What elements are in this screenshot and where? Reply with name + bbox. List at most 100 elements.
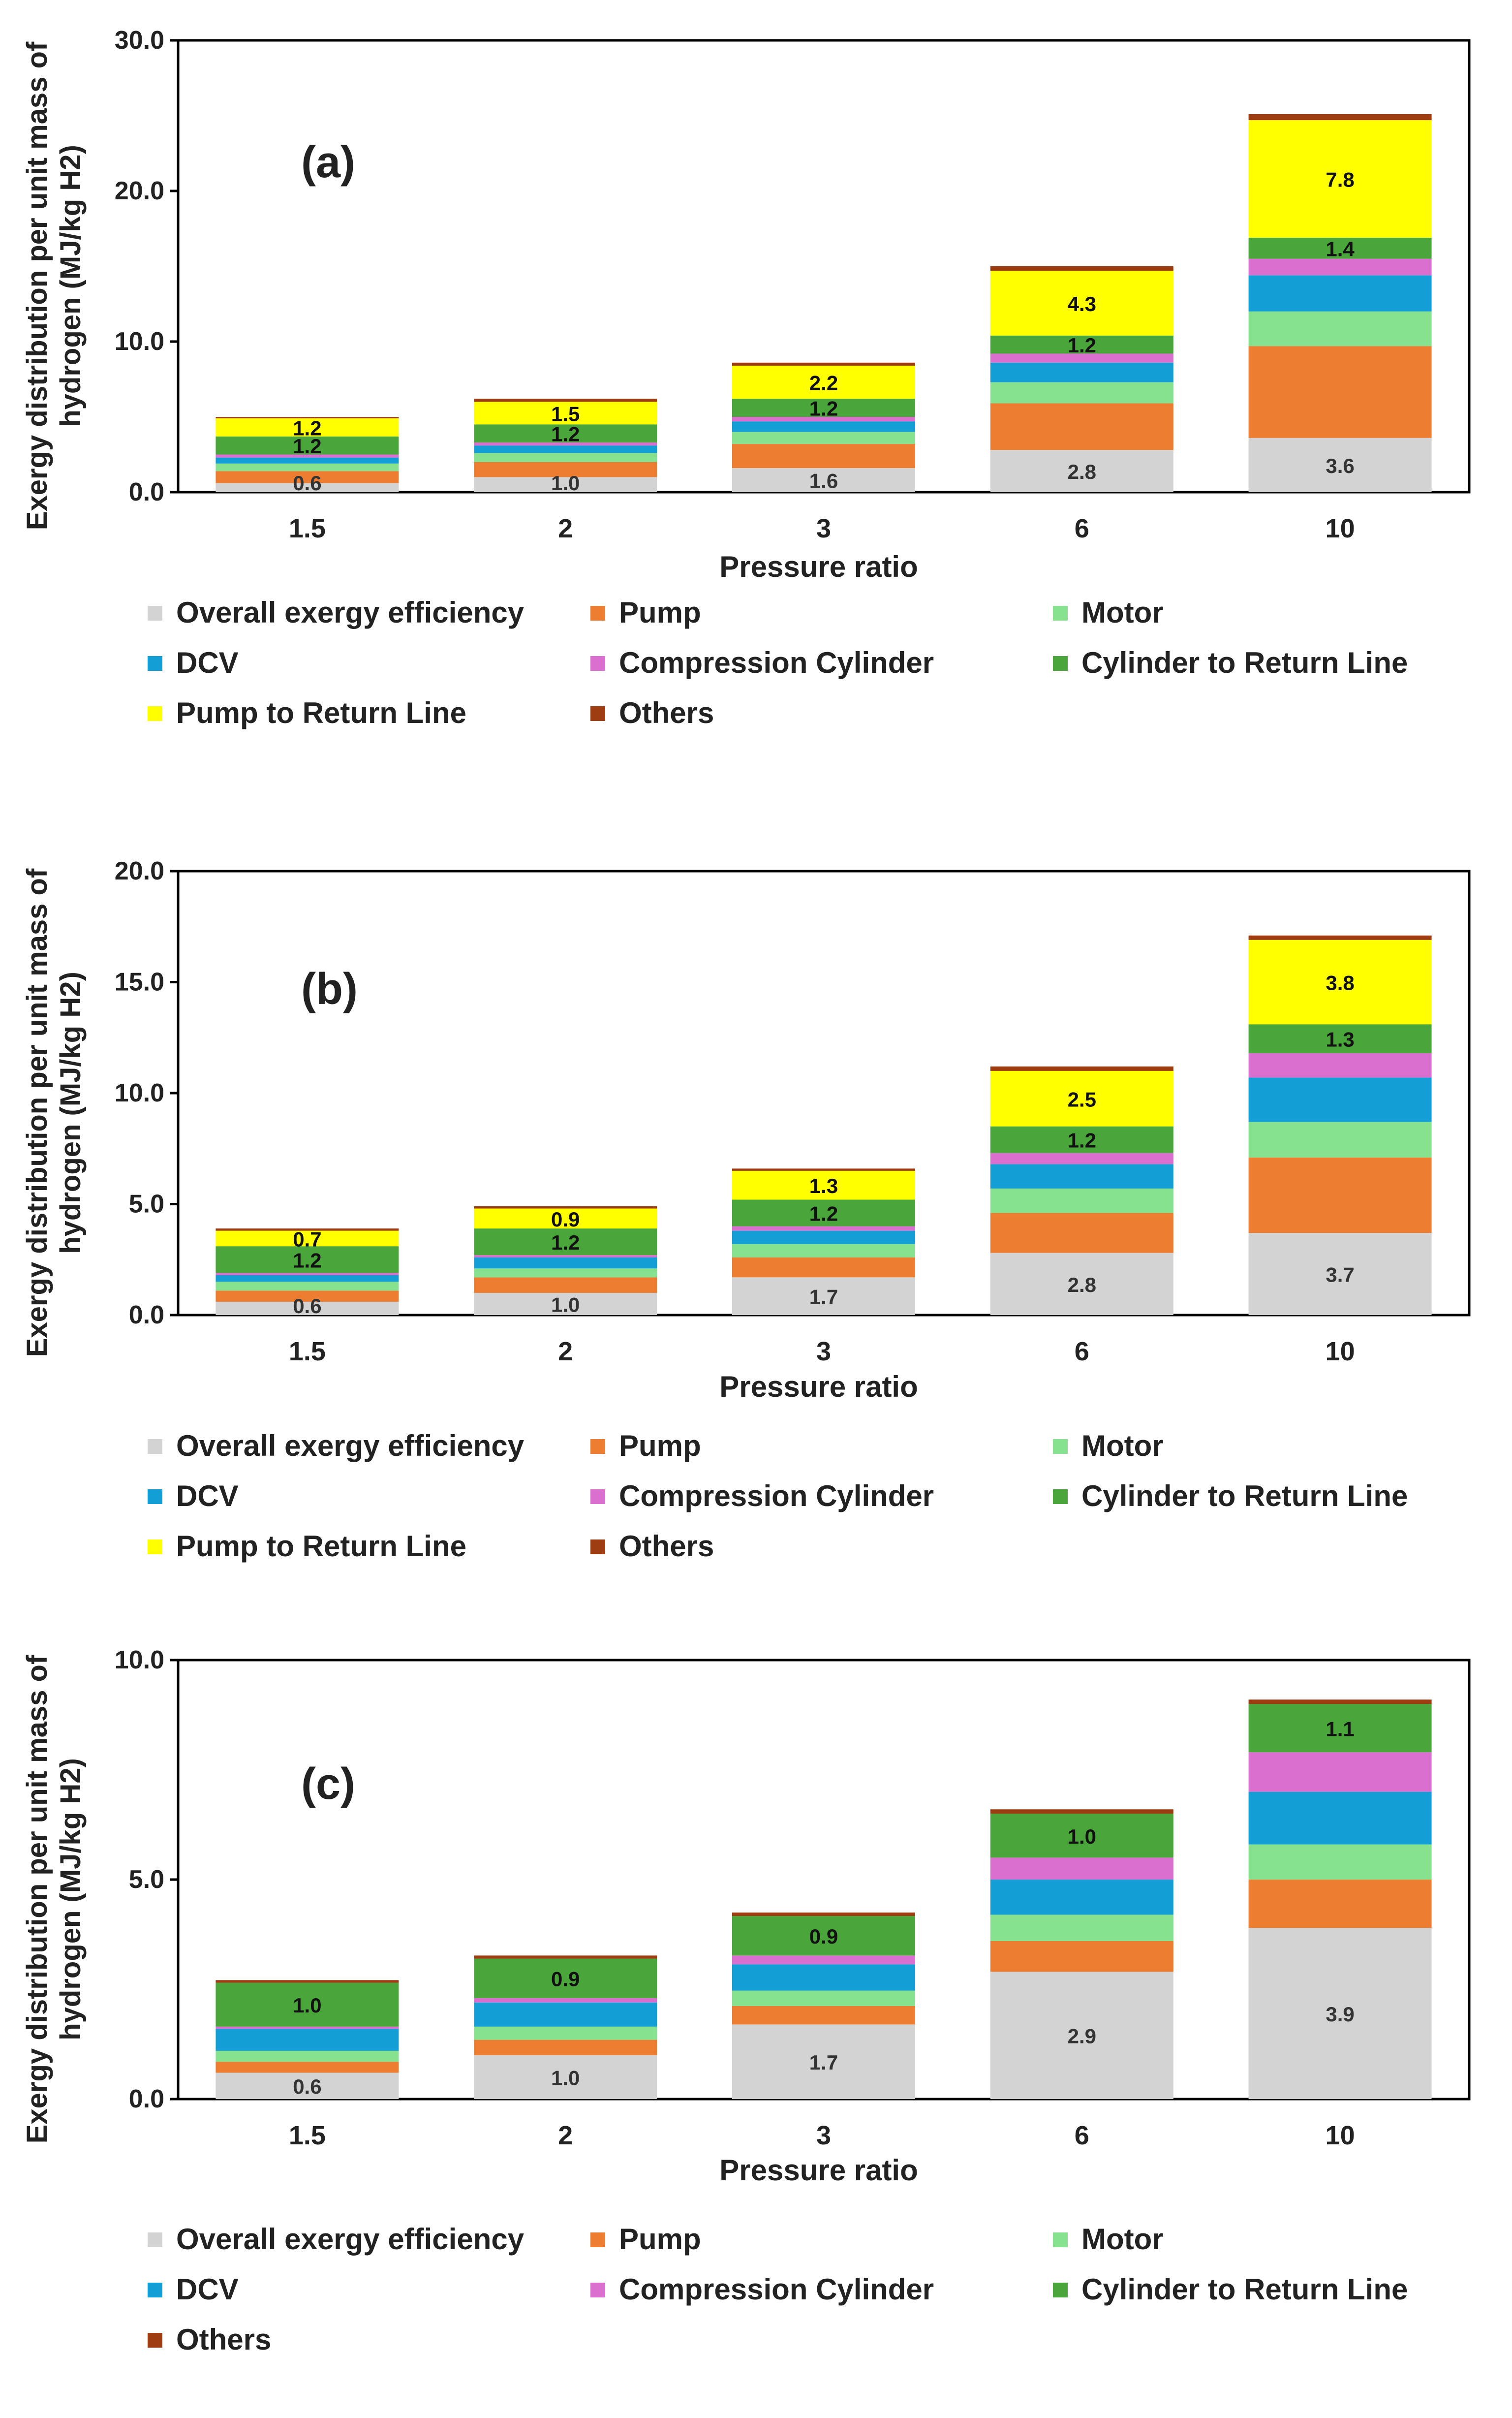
- data-label: 1.0: [293, 1994, 321, 2017]
- bar-compression-cylinder-6: [990, 1857, 1173, 1880]
- bar-overall-exergy-efficiency-10: [1248, 1928, 1432, 2099]
- bar-pump-1-5: [216, 2062, 399, 2073]
- legend-label: Motor: [1081, 1429, 1164, 1462]
- y-tick-label: 0.0: [129, 1301, 164, 1329]
- x-tick-label: 3: [816, 514, 831, 543]
- bar-overall-exergy-efficiency-2: [474, 1292, 657, 1315]
- bar-motor-1-5: [216, 2050, 399, 2062]
- legend-swatch: [1053, 656, 1068, 671]
- x-tick-label: 3: [816, 2121, 831, 2150]
- x-tick-label: 1.5: [289, 2121, 326, 2150]
- bar-pump-to-return-line-1-5: [216, 1230, 399, 1247]
- legend-swatch: [148, 1439, 162, 1454]
- bar-cylinder-to-return-line-10: [1248, 1704, 1432, 1753]
- bar-pump-to-return-line-3: [732, 365, 915, 399]
- bar-cylinder-to-return-line-3: [732, 399, 915, 417]
- x-tick-label: 10: [1326, 2121, 1355, 2150]
- legend-item-dcv: DCV: [148, 2273, 239, 2306]
- data-label: 0.6: [293, 1294, 321, 1318]
- data-label: 1.2: [293, 416, 321, 440]
- legend-item-motor: Motor: [1053, 2223, 1164, 2256]
- legend-label: Motor: [1081, 596, 1164, 629]
- legend-label: Cylinder to Return Line: [1081, 646, 1408, 679]
- x-tick-label: 3: [816, 1337, 831, 1366]
- y-tick-label: 0.0: [129, 478, 164, 506]
- bar-compression-cylinder-10: [1248, 258, 1432, 276]
- bar-pump-2: [474, 2040, 657, 2055]
- legend-item-others: Others: [148, 2323, 271, 2356]
- data-label: 1.0: [551, 1293, 580, 1316]
- legend-label: Pump: [619, 596, 701, 629]
- bar-cylinder-to-return-line-6: [990, 1126, 1173, 1153]
- panel-label: (c): [301, 1759, 355, 1809]
- bar-compression-cylinder-6: [990, 353, 1173, 363]
- bar-motor-10: [1248, 1122, 1432, 1158]
- legend-swatch: [148, 2283, 162, 2297]
- y-axis-label-line: hydrogen (MJ/kg H2): [55, 145, 87, 427]
- legend-label: Others: [619, 696, 714, 729]
- legend-swatch: [148, 656, 162, 671]
- legend-item-pump-to-return-line: Pump to Return Line: [148, 1530, 466, 1563]
- data-label: 1.0: [1068, 1825, 1096, 1848]
- data-label: 0.9: [809, 1925, 838, 1948]
- data-label: 1.3: [809, 1174, 838, 1197]
- bar-others-6: [990, 266, 1173, 271]
- bar-pump-to-return-line-3: [732, 1170, 915, 1200]
- data-label: 4.3: [1068, 292, 1096, 315]
- bar-overall-exergy-efficiency-6: [990, 450, 1173, 492]
- legend-swatch: [148, 706, 162, 721]
- bar-pump-6: [990, 403, 1173, 450]
- bar-pump-6: [990, 1213, 1173, 1253]
- bar-pump-1-5: [216, 471, 399, 483]
- legend-item-pump: Pump: [590, 1429, 701, 1462]
- x-axis-label: Pressure ratio: [719, 550, 918, 583]
- legend-item-cylinder-to-return-line: Cylinder to Return Line: [1053, 2273, 1408, 2306]
- bar-motor-10: [1248, 1844, 1432, 1880]
- bar-others-1-5: [216, 1980, 399, 1983]
- data-label: 1.2: [551, 423, 580, 446]
- legend-swatch: [590, 706, 605, 721]
- x-tick-label: 1.5: [289, 1337, 326, 1366]
- bar-cylinder-to-return-line-2: [474, 1228, 657, 1256]
- bar-others-10: [1248, 1699, 1432, 1704]
- y-tick-label: 20.0: [115, 857, 164, 885]
- x-tick-label: 2: [558, 514, 573, 543]
- y-tick-label: 10.0: [115, 327, 164, 356]
- bar-overall-exergy-efficiency-1-5: [216, 1301, 399, 1315]
- legend-label: DCV: [176, 1479, 239, 1512]
- bar-compression-cylinder-3: [732, 417, 915, 422]
- bar-dcv-2: [474, 2002, 657, 2027]
- bar-pump-to-return-line-1-5: [216, 418, 399, 437]
- data-label: 0.9: [551, 1968, 580, 1991]
- x-tick-label: 10: [1326, 514, 1355, 543]
- legend-item-compression-cylinder: Compression Cylinder: [590, 646, 934, 679]
- data-label: 1.2: [551, 1231, 580, 1254]
- bar-motor-3: [732, 1990, 915, 2006]
- legend-label: Pump to Return Line: [176, 1530, 466, 1563]
- legend-swatch: [1053, 1489, 1068, 1504]
- legend-swatch: [1053, 2232, 1068, 2247]
- bar-others-10: [1248, 114, 1432, 121]
- bar-motor-2: [474, 453, 657, 462]
- data-label: 3.9: [1326, 2003, 1354, 2026]
- legend-swatch: [1053, 1439, 1068, 1454]
- bar-others-3: [732, 1912, 915, 1916]
- data-label: 1.2: [809, 1202, 838, 1225]
- bar-dcv-1-5: [216, 2029, 399, 2051]
- legend-item-cylinder-to-return-line: Cylinder to Return Line: [1053, 646, 1408, 679]
- legend-item-overall-exergy-efficiency: Overall exergy efficiency: [148, 2223, 525, 2256]
- bar-compression-cylinder-1-5: [216, 454, 399, 458]
- data-label: 1.4: [1326, 237, 1355, 260]
- bar-others-1-5: [216, 1228, 399, 1231]
- legend-label: Overall exergy efficiency: [176, 2223, 525, 2256]
- legend-item-overall-exergy-efficiency: Overall exergy efficiency: [148, 1429, 525, 1462]
- legend-item-pump: Pump: [590, 2223, 701, 2256]
- legend-swatch: [590, 2283, 605, 2297]
- bar-pump-to-return-line-2: [474, 402, 657, 425]
- y-axis-label: Exergy distribution per unit mass ofhydr…: [21, 1655, 87, 2143]
- legend-item-motor: Motor: [1053, 1429, 1164, 1462]
- x-tick-label: 1.5: [289, 514, 326, 543]
- bar-motor-6: [990, 1188, 1173, 1213]
- bar-cylinder-to-return-line-1-5: [216, 1982, 399, 2027]
